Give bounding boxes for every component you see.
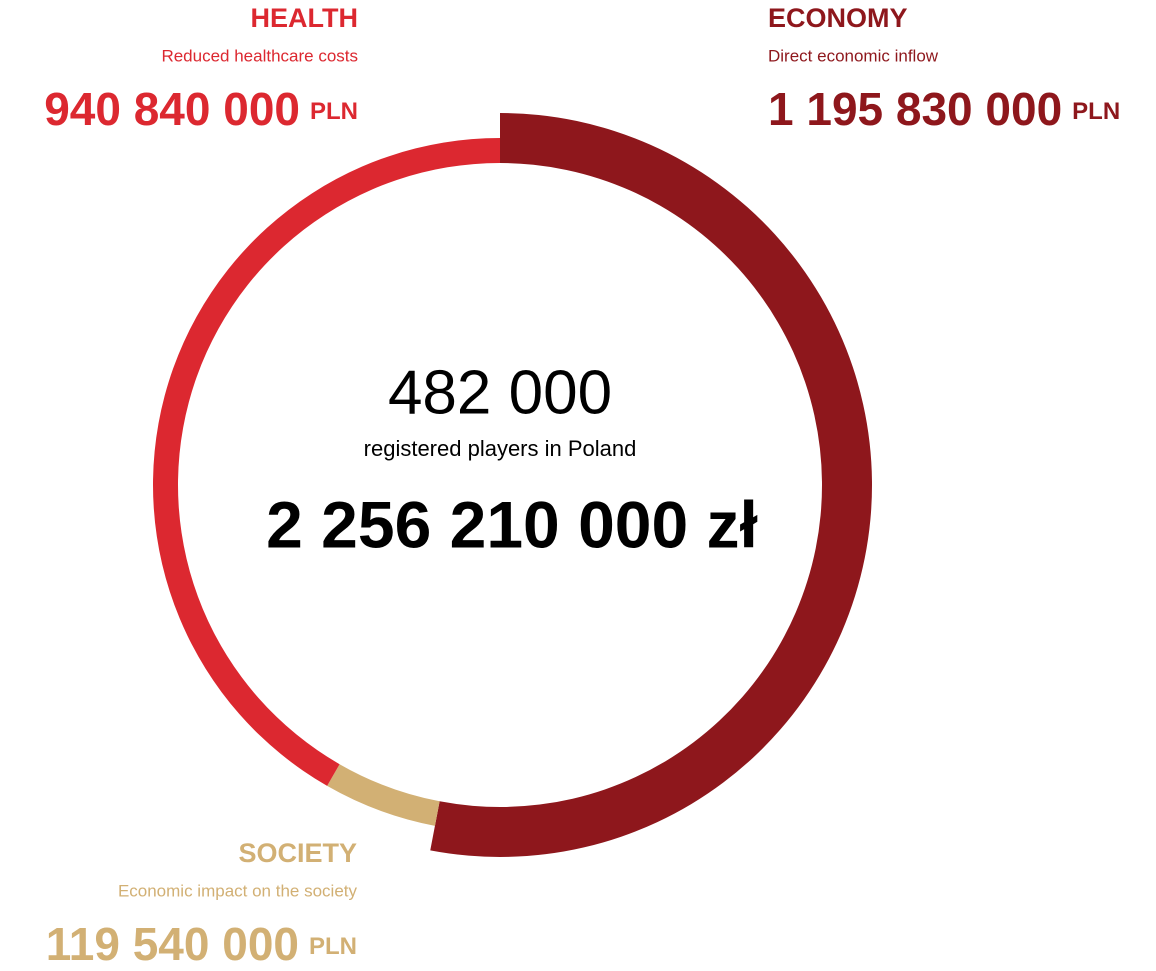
value-label: 119 540 000 PLN (46, 918, 357, 970)
value-label: 1 195 830 000 PLN (768, 83, 1120, 135)
donut-segment (327, 764, 440, 826)
players-count: 482 000 (388, 358, 612, 427)
category-label: ECONOMY (768, 3, 908, 33)
donut-segment (153, 138, 500, 786)
donut-segment (430, 113, 872, 857)
category-description: Reduced healthcare costs (161, 46, 358, 65)
value-unit: PLN (309, 933, 357, 960)
category-description: Direct economic inflow (768, 46, 939, 65)
value-number: 940 840 000 (44, 83, 300, 135)
value-label: 940 840 000 PLN (44, 83, 358, 135)
category-label: HEALTH (251, 3, 359, 33)
value-number: 119 540 000 (46, 918, 299, 970)
value-unit: PLN (310, 98, 358, 125)
value-number: 1 195 830 000 (768, 83, 1062, 135)
category-description: Economic impact on the society (118, 881, 358, 900)
value-unit: PLN (1072, 98, 1120, 125)
category-label: SOCIETY (238, 838, 357, 868)
total-value: 2 256 210 000 zł (266, 487, 758, 561)
players-caption: registered players in Poland (364, 436, 637, 461)
